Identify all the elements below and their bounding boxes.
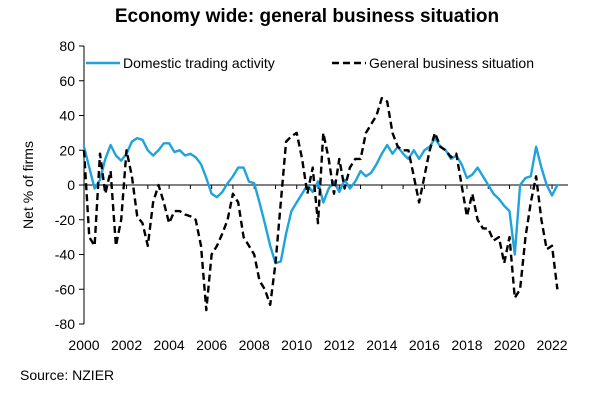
x-tick-label: 2012	[324, 337, 355, 353]
y-tick-label: 60	[59, 73, 75, 89]
y-tick-label: -80	[55, 316, 75, 332]
x-tick-label: 2006	[196, 337, 227, 353]
y-tick-label: -60	[55, 281, 75, 297]
chart-title: Economy wide: general business situation	[114, 6, 500, 27]
y-tick-label: 0	[67, 177, 75, 193]
axes: -80 -60 -40 -20 0 20 40 60 80 2000 2002 2004 2006 200…	[20, 38, 568, 353]
y-tick-label: 80	[59, 38, 75, 54]
y-axis-title: Net % of firms	[20, 141, 36, 229]
x-tick-label: 2014	[366, 337, 397, 353]
legend-label: General business situation	[369, 55, 534, 71]
x-tick-label: 2022	[536, 337, 567, 353]
x-tick-label: 2002	[111, 337, 142, 353]
y-tick-label: -40	[55, 247, 75, 263]
x-tick-label: 2018	[451, 337, 482, 353]
legend: Domestic trading activity General busines…	[86, 55, 534, 71]
x-tick-label: 2020	[494, 337, 525, 353]
series-line-general-business-situation	[82, 96, 559, 312]
x-tick-label: 2004	[154, 337, 185, 353]
legend-label: Domestic trading activity	[123, 55, 275, 71]
x-tick-label: 2016	[409, 337, 440, 353]
x-tick-label: 2008	[239, 337, 270, 353]
x-tick-label: 2010	[281, 337, 312, 353]
source-note: Source: NZIER	[20, 367, 115, 383]
x-tick-label: 2000	[68, 337, 99, 353]
y-tick-label: 40	[59, 108, 75, 124]
y-tick-label: 20	[59, 142, 75, 158]
y-tick-label: -20	[55, 212, 75, 228]
series-lines	[82, 96, 559, 312]
